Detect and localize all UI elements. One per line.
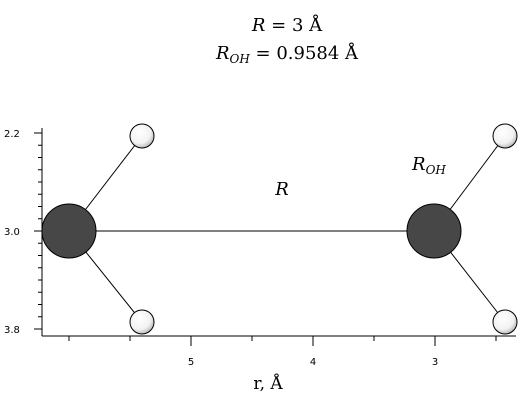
roh-symbol: R: [411, 154, 426, 175]
y-tick-label: 2.2: [4, 129, 20, 140]
hydrogen-atom: [129, 123, 155, 149]
atoms: [41, 123, 518, 335]
x-tick-label: 3: [432, 357, 438, 368]
header-line2-symbol: R: [215, 43, 230, 64]
hydrogen-atom: [492, 309, 518, 335]
x-tick-label: 5: [188, 357, 194, 368]
header-line2-sub: OH: [230, 52, 251, 66]
header-line1: R = 3 Å: [251, 14, 323, 36]
x-tick-label: 4: [310, 357, 316, 368]
roh-distance-label: ROH: [411, 154, 446, 177]
x-minor-ticks: [68, 336, 497, 341]
hydrogen-atom: [492, 123, 518, 149]
header-line1-value: = 3 Å: [265, 14, 323, 36]
oxygen-atom-right: [406, 203, 462, 259]
oxygen-atom-left: [41, 203, 97, 259]
y-tick-label: 3.0: [4, 227, 20, 238]
r-distance-label: R: [274, 179, 289, 200]
header-line1-symbol: R: [251, 15, 266, 36]
x-axis: 5 4 3 r, Å: [42, 335, 516, 394]
x-axis-label: r, Å: [253, 373, 283, 394]
y-tick-label: 3.8: [4, 325, 20, 336]
hydrogen-atom: [129, 309, 155, 335]
y-axis: 2.2 3.0 3.8: [4, 128, 43, 336]
header-line2: ROH = 0.9584 Å: [215, 42, 359, 66]
roh-sub: OH: [426, 163, 447, 177]
header-line2-value: = 0.9584 Å: [250, 42, 359, 64]
